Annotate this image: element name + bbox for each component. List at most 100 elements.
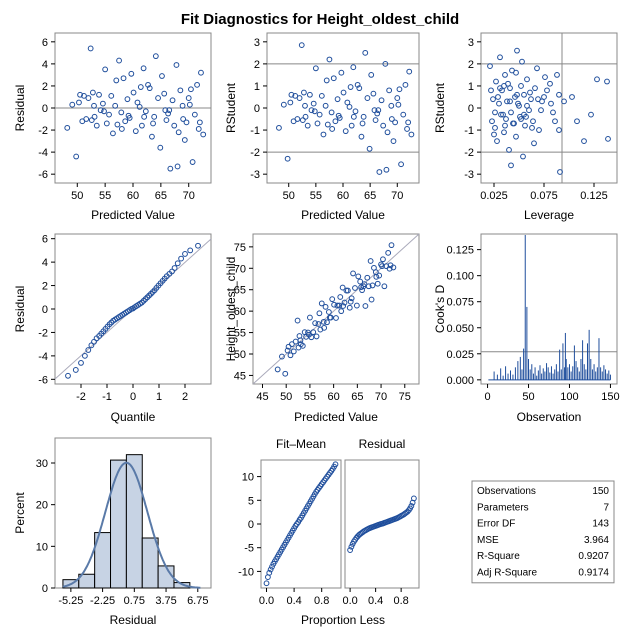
- data-point: [507, 98, 513, 105]
- data-point: [376, 169, 383, 175]
- data-point: [298, 42, 305, 49]
- data-point: [326, 314, 333, 321]
- data-point: [174, 260, 181, 267]
- data-point: [150, 120, 156, 127]
- x-tick-label: 0.75: [124, 595, 145, 607]
- y-tick-label: 1: [468, 81, 474, 93]
- data-point: [269, 563, 275, 570]
- data-point: [528, 96, 534, 103]
- y-tick-label: 4: [42, 59, 48, 71]
- x-tick-label: 50: [280, 391, 292, 403]
- data-point: [91, 102, 97, 109]
- data-point: [137, 84, 144, 90]
- data-point: [372, 117, 379, 124]
- data-point: [388, 242, 395, 249]
- data-point: [171, 122, 178, 129]
- x-tick-label: 150: [601, 391, 619, 403]
- data-point: [534, 65, 540, 72]
- data-point: [501, 129, 507, 136]
- data-point: [145, 81, 151, 88]
- data-point: [140, 297, 147, 304]
- data-point: [538, 107, 544, 114]
- y-tick-label: 0.075: [446, 297, 474, 309]
- data-point: [536, 127, 542, 133]
- data-point: [604, 78, 610, 85]
- data-point: [513, 69, 519, 76]
- data-point: [386, 265, 393, 272]
- plot-frame: [252, 233, 420, 385]
- data-point: [332, 461, 339, 468]
- y-tick-label: 0.100: [446, 271, 474, 283]
- data-point: [373, 273, 380, 280]
- data-point: [396, 86, 403, 93]
- x-tick-label: -1: [102, 391, 112, 403]
- data-point: [341, 299, 348, 306]
- data-point: [310, 329, 317, 336]
- data-point: [195, 126, 202, 132]
- data-point: [144, 294, 151, 301]
- data-point: [514, 47, 520, 54]
- data-point: [72, 367, 79, 373]
- data-point: [185, 95, 192, 101]
- data-point: [359, 120, 366, 127]
- data-point: [85, 95, 92, 101]
- data-point: [326, 56, 333, 63]
- data-point: [142, 296, 149, 302]
- data-point: [569, 94, 575, 100]
- y-tick-label: 0: [42, 583, 48, 595]
- data-point: [87, 45, 94, 52]
- data-point: [344, 287, 351, 294]
- data-point: [356, 85, 363, 92]
- x-tick-label: 0.8: [393, 595, 408, 607]
- histogram-bar: [110, 459, 127, 589]
- data-point: [91, 113, 98, 120]
- data-point: [159, 73, 165, 79]
- y-axis-label: Percent: [13, 492, 27, 534]
- data-point: [402, 81, 409, 88]
- data-point: [179, 102, 186, 109]
- data-point: [301, 89, 307, 96]
- histogram-bar: [141, 537, 159, 589]
- data-point: [498, 111, 504, 118]
- data-point: [400, 111, 407, 118]
- data-point: [324, 121, 331, 128]
- histogram-bar: [173, 582, 191, 589]
- data-point: [520, 153, 526, 160]
- plot-frame: [480, 233, 618, 385]
- data-point: [495, 94, 501, 100]
- data-point: [508, 162, 514, 169]
- data-point: [382, 60, 389, 67]
- data-point: [187, 247, 194, 254]
- data-point: [163, 117, 170, 124]
- data-point: [390, 138, 397, 144]
- x-axis-label: Predicted Value: [301, 208, 385, 222]
- y-tick-label: 0: [248, 519, 254, 531]
- y-tick-label: 45: [234, 370, 246, 382]
- x-tick-label: 50: [71, 190, 83, 202]
- data-point: [284, 155, 291, 162]
- data-point: [376, 272, 383, 279]
- data-point: [521, 91, 527, 98]
- data-point: [195, 242, 201, 249]
- fit-stat-value: 0.9174: [578, 568, 609, 579]
- data-point: [284, 347, 291, 354]
- data-point: [522, 122, 528, 129]
- data-point: [366, 145, 373, 152]
- data-point: [97, 107, 104, 114]
- data-point: [358, 284, 365, 291]
- y-tick-label: 3: [468, 37, 474, 49]
- data-point: [114, 121, 121, 128]
- data-point: [128, 70, 135, 77]
- data-point: [489, 118, 495, 125]
- data-point: [500, 111, 506, 118]
- data-point: [588, 111, 594, 118]
- data-point: [180, 116, 187, 122]
- panel-header-residual: Residual: [359, 437, 406, 451]
- fit-stat-label: R-Square: [477, 551, 520, 562]
- data-point: [350, 113, 357, 120]
- fit-statistics-border: [471, 480, 615, 584]
- data-point: [531, 140, 537, 147]
- y-tick-label: 10: [242, 472, 254, 484]
- data-point: [116, 57, 122, 64]
